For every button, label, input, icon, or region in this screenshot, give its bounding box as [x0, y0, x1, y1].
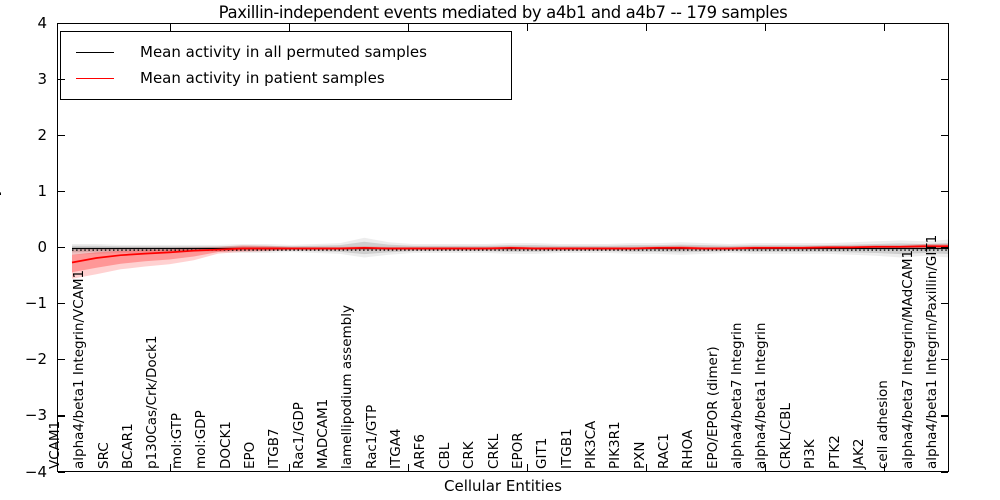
y-tick-right — [941, 22, 948, 24]
x-tick-bottom — [765, 464, 767, 471]
y-tick-left — [58, 359, 65, 361]
x-tick-label: PTK2 — [826, 435, 843, 469]
x-tick-bottom — [289, 464, 291, 471]
y-tick-right — [941, 247, 948, 249]
x-tick-label: lamellipodium assembly — [339, 305, 356, 469]
y-tick-left — [58, 303, 65, 305]
x-tick-label: CBL — [436, 442, 453, 469]
x-tick-label: alpha4/beta1 Integrin/VCAM1 — [71, 269, 88, 469]
x-tick-label: RHOA — [680, 429, 697, 469]
x-tick-label: MADCAM1 — [314, 398, 331, 469]
x-tick-label: mol:GDP — [193, 410, 210, 469]
x-tick-top — [408, 24, 410, 31]
x-tick-label: mol:GTP — [168, 412, 185, 469]
x-tick-top — [765, 24, 767, 31]
x-tick-top — [646, 24, 648, 31]
legend: Mean activity in all permuted samples Me… — [60, 31, 512, 100]
y-tick-right — [941, 190, 948, 193]
x-tick-label: cell adhesion — [875, 380, 892, 469]
x-tick-bottom — [408, 464, 410, 471]
x-tick-label: BCAR1 — [120, 423, 137, 469]
y-tick-left — [58, 247, 65, 249]
x-tick-label: Rac1/GDP — [290, 402, 307, 469]
y-tick-left — [58, 22, 65, 24]
legend-item-permuted: Mean activity in all permuted samples — [61, 39, 511, 65]
y-tick-label: 0 — [37, 238, 47, 256]
x-tick-label: ITGB7 — [266, 428, 283, 469]
x-tick-bottom — [884, 464, 886, 471]
y-tick-label: 4 — [37, 13, 47, 32]
y-tick-label: −3 — [24, 406, 47, 425]
y-tick-label: −1 — [24, 294, 47, 313]
x-tick-label: JAK2 — [850, 438, 867, 469]
y-tick-label: 1 — [37, 181, 47, 200]
x-tick-label: PI3K — [802, 439, 819, 469]
x-tick-label: alpha4/beta7 Integrin/MAdCAM1 — [899, 249, 916, 469]
chart-canvas — [71, 237, 948, 279]
y-tick-right — [941, 359, 948, 361]
x-tick-label: PIK3R1 — [607, 421, 624, 469]
y-tick-label: 2 — [37, 125, 47, 144]
x-tick-label: p130Cas/Crk/Dock1 — [144, 335, 161, 469]
x-tick-top — [527, 24, 529, 31]
x-tick-label: alpha4/beta7 Integrin — [729, 322, 746, 469]
chart-title: Paxillin-independent events mediated by … — [218, 3, 788, 22]
y-tick-label: 3 — [37, 69, 47, 88]
x-tick-top — [884, 24, 886, 31]
y-tick-right — [941, 134, 948, 136]
y-tick-right — [941, 415, 948, 417]
x-tick-bottom — [170, 464, 172, 471]
x-tick-label: EPO/EPOR (dimer) — [704, 346, 721, 469]
legend-label-patient: Mean activity in patient samples — [140, 69, 385, 87]
y-tick-left — [58, 78, 65, 80]
y-tick-right — [941, 303, 948, 305]
x-tick-label: EPO — [241, 441, 258, 469]
x-axis-label: Cellular Entities — [444, 477, 562, 495]
x-tick-label: CRK — [461, 441, 478, 469]
x-tick-label: RAC1 — [656, 433, 673, 469]
legend-line-patient-icon — [76, 77, 114, 79]
y-tick-left — [58, 190, 65, 193]
x-tick-label: ARF6 — [412, 434, 429, 469]
patient-mean-line — [71, 245, 948, 264]
legend-line-permuted-icon — [76, 51, 114, 53]
y-tick-left — [58, 134, 65, 136]
x-tick-label: CRKL/CBL — [777, 403, 794, 469]
y-tick-right — [941, 471, 948, 473]
x-tick-label: PIK3CA — [582, 420, 599, 469]
x-tick-label: CRKL — [485, 433, 502, 469]
x-tick-label: Rac1/GTP — [363, 404, 380, 469]
x-tick-label: ITGB1 — [558, 428, 575, 469]
y-tick-right — [941, 78, 948, 80]
x-tick-label: DOCK1 — [217, 421, 234, 469]
x-tick-top — [289, 24, 291, 31]
x-tick-label: alpha4/beta1 Integrin/Paxillin/GIT1 — [924, 234, 940, 469]
y-tick-label: −4 — [24, 462, 47, 481]
x-tick-bottom — [527, 464, 529, 471]
y-tick-left — [58, 415, 65, 417]
x-tick-label: ITGA4 — [388, 428, 405, 469]
x-tick-label: SRC — [95, 442, 112, 469]
x-tick-label: VCAM1 — [47, 420, 63, 469]
x-tick-bottom — [646, 464, 648, 471]
x-tick-label: EPOR — [509, 432, 526, 469]
x-tick-top — [170, 24, 172, 31]
legend-item-patient: Mean activity in patient samples — [61, 65, 511, 91]
y-tick-left — [58, 471, 65, 473]
x-tick-label: GIT1 — [534, 437, 551, 469]
y-tick-label: −2 — [24, 350, 47, 369]
x-tick-label: alpha4/beta1 Integrin — [753, 322, 770, 469]
legend-label-permuted: Mean activity in all permuted samples — [140, 43, 427, 61]
plot-area: Mean activity in all permuted samples Me… — [57, 23, 949, 472]
